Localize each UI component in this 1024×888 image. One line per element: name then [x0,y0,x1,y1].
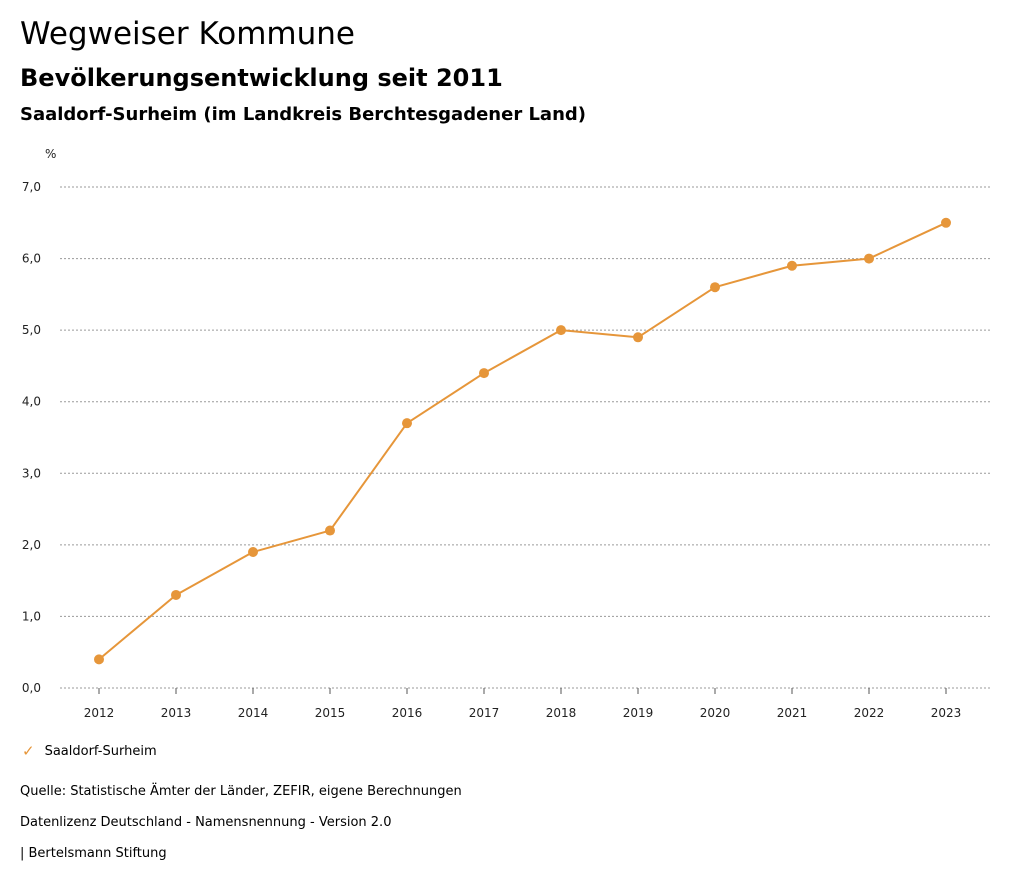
region-title: Saaldorf-Surheim (im Landkreis Berchtesg… [20,104,586,125]
x-tick-label: 2022 [854,706,885,720]
checkmark-icon: ✓ [22,742,35,760]
legend[interactable]: ✓ Saaldorf-Surheim [22,742,157,760]
y-tick-label: 6,0 [22,252,41,266]
data-point-2016[interactable] [402,418,412,429]
y-tick-label: 3,0 [22,466,41,480]
data-point-2023[interactable] [941,217,951,228]
x-tick-label: 2023 [931,706,962,720]
license-note: Datenlizenz Deutschland - Namensnennung … [20,815,392,830]
x-tick-label: 2012 [84,706,115,720]
y-tick-label: 5,0 [22,323,41,337]
data-point-2022[interactable] [864,253,874,264]
x-tick-label: 2018 [546,706,577,720]
data-point-2021[interactable] [787,260,797,271]
series-line [98,221,947,661]
data-point-2013[interactable] [171,589,181,600]
x-tick-label: 2015 [315,706,346,720]
publisher-note: | Bertelsmann Stiftung [20,846,167,861]
x-tick-label: 2016 [392,706,423,720]
data-point-2018[interactable] [556,325,566,336]
page-title: Wegweiser Kommune [20,16,355,52]
x-tick-label: 2019 [623,706,654,720]
y-tick-label: 0,0 [22,681,41,695]
y-tick-label: 4,0 [22,395,41,409]
data-point-2015[interactable] [325,525,335,536]
data-point-2014[interactable] [248,547,258,558]
source-note: Quelle: Statistische Ämter der Länder, Z… [20,784,462,799]
data-point-2012[interactable] [94,654,104,665]
legend-label: Saaldorf-Surheim [44,744,157,759]
x-tick-label: 2017 [469,706,500,720]
y-axis-unit-label: % [45,147,56,161]
x-tick-label: 2014 [238,706,269,720]
data-point-2017[interactable] [479,368,489,379]
line-chart: % 0,0 1,0 2,0 3,0 4,0 5,0 6,0 7,0 2012 2013 2014 2… [22,147,991,720]
data-point-2020[interactable] [710,282,720,293]
y-tick-label: 2,0 [22,538,41,552]
data-point-2019[interactable] [633,332,643,343]
y-tick-label: 7,0 [22,180,41,194]
x-tick-label: 2021 [777,706,808,720]
chart-subtitle: Bevölkerungsentwicklung seit 2011 [20,64,503,92]
x-tick-label: 2013 [161,706,192,720]
y-tick-label: 1,0 [22,609,41,623]
x-tick-label: 2020 [700,706,731,720]
